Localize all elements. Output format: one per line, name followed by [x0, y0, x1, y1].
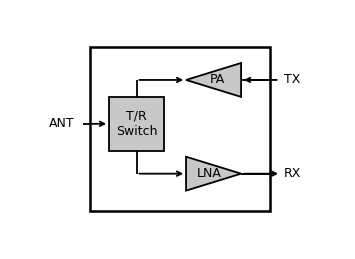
Bar: [90, 47, 270, 211]
Polygon shape: [186, 63, 241, 97]
Polygon shape: [186, 157, 241, 191]
Text: PA: PA: [210, 74, 225, 87]
Bar: [109, 97, 164, 151]
Text: T/R
Switch: T/R Switch: [116, 110, 157, 138]
Text: TX: TX: [284, 74, 300, 87]
Text: ANT: ANT: [49, 117, 75, 130]
Text: RX: RX: [284, 167, 301, 180]
Text: LNA: LNA: [197, 167, 222, 180]
